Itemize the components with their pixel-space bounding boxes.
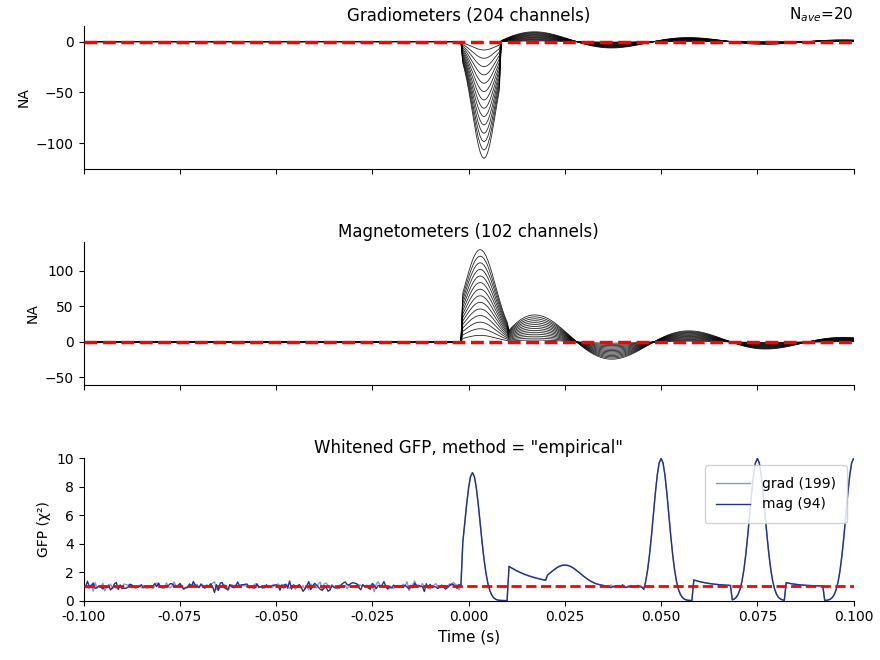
mag (94) (644, 550, 655, 558)
mag (94) (848, 455, 859, 463)
Legend: grad (199), mag (94): grad (199), mag (94) (705, 465, 847, 523)
Y-axis label: NA: NA (17, 88, 30, 108)
grad (199) (179, 585, 189, 593)
mag (94) (500, 597, 510, 605)
X-axis label: Time (s): Time (s) (437, 630, 500, 645)
mag (94) (356, 586, 366, 594)
grad (199) (502, 597, 512, 605)
Title: Whitened GFP, method = "empirical": Whitened GFP, method = "empirical" (314, 439, 623, 457)
mag (94) (179, 585, 189, 593)
Y-axis label: NA: NA (26, 304, 40, 323)
Line: grad (199): grad (199) (84, 459, 854, 601)
grad (199) (78, 579, 89, 587)
mag (94) (466, 473, 476, 480)
Text: N$_{ave}$=20: N$_{ave}$=20 (789, 5, 854, 24)
grad (199) (500, 597, 510, 605)
grad (199) (656, 455, 666, 463)
Line: mag (94): mag (94) (84, 459, 854, 601)
grad (199) (466, 473, 476, 480)
grad (199) (571, 566, 582, 574)
Title: Gradiometers (204 channels): Gradiometers (204 channels) (347, 7, 590, 25)
grad (199) (848, 455, 859, 463)
Title: Magnetometers (102 channels): Magnetometers (102 channels) (338, 223, 599, 241)
mag (94) (571, 566, 582, 574)
grad (199) (644, 550, 655, 558)
grad (199) (356, 581, 366, 589)
mag (94) (78, 581, 89, 589)
mag (94) (656, 455, 666, 463)
mag (94) (502, 597, 512, 605)
Y-axis label: GFP (χ²): GFP (χ²) (37, 502, 51, 558)
